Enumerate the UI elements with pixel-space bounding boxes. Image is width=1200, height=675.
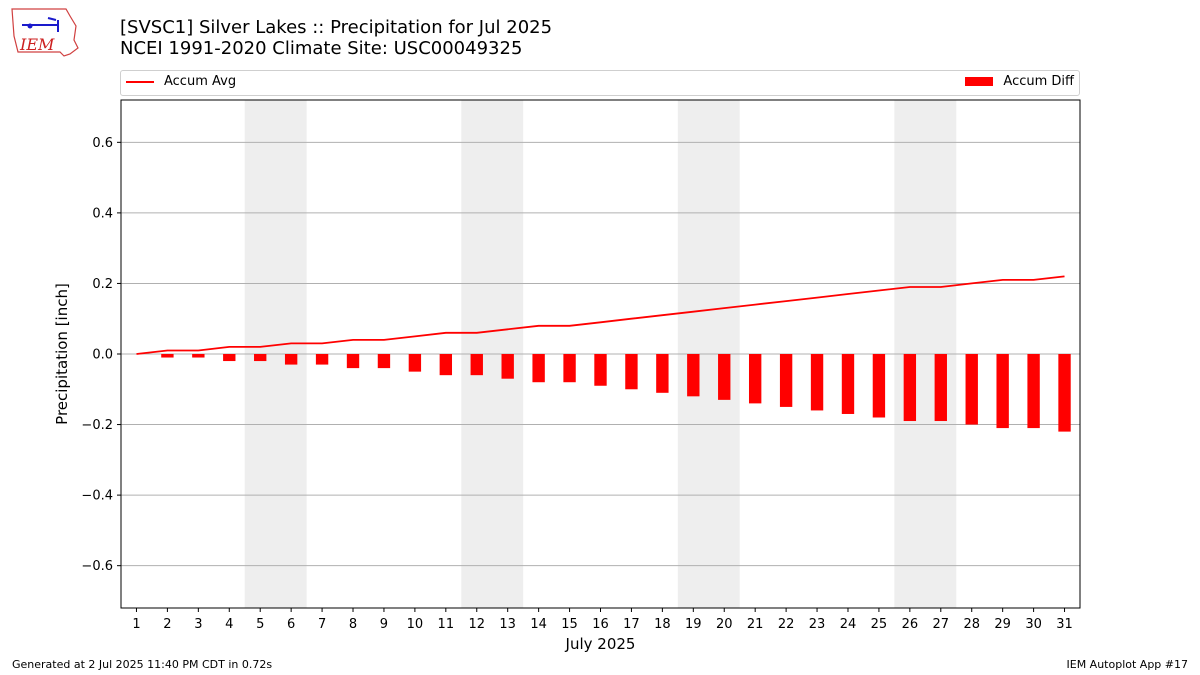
accum-diff-bar [284,354,298,365]
accum-diff-bar [223,354,236,362]
accum-diff-bar [192,354,205,358]
x-tick-label: 11 [438,617,455,632]
accum-diff-bar [1027,354,1040,429]
x-tick-label: 31 [1056,617,1073,632]
accum-diff-bar [346,354,360,369]
iem-logo: IEM [11,8,79,57]
x-tick-label: 15 [561,617,578,632]
accum-diff-bar [439,354,453,376]
legend-item-accum-avg: Accum Avg [126,74,236,89]
x-tick-label: 22 [778,617,795,632]
autoplot-app-id: IEM Autoplot App #17 [1066,658,1189,671]
accum-avg-line [136,275,1065,355]
x-tick-label: 29 [994,617,1011,632]
x-tick-label: 8 [349,617,357,632]
y-tick-label: −0.2 [81,418,113,433]
accum-diff-bar [625,354,638,390]
x-tick-label: 30 [1025,617,1042,632]
x-tick-label: 3 [194,617,202,632]
x-tick-label: 6 [287,617,295,632]
legend: Accum Avg Accum Diff [120,70,1080,96]
legend-item-accum-diff: Accum Diff [965,74,1074,89]
accum-diff-bar [470,354,483,376]
x-tick-label: 17 [623,617,640,632]
chart-title: [SVSC1] Silver Lakes :: Precipitation fo… [120,17,552,59]
weekend-band [677,100,740,608]
y-tick-label: 0.0 [92,348,113,363]
y-tick-label: 0.6 [92,136,113,151]
x-tick-label: 28 [963,617,980,632]
x-tick-label: 16 [592,617,609,632]
y-tick-label: −0.6 [81,559,113,574]
title-line-1: [SVSC1] Silver Lakes :: Precipitation fo… [120,17,553,38]
x-tick-label: 26 [902,617,919,632]
x-tick-label: 27 [933,617,950,632]
accum-diff-bar [748,354,762,404]
x-tick-label: 24 [840,617,857,632]
accum-diff-bar [810,354,824,411]
line-swatch-icon [126,80,154,83]
weekend-band [894,100,957,608]
weekend-band [244,100,307,608]
accum-diff-bar [532,354,545,383]
plot-frame [120,99,1081,609]
x-tick-label: 5 [256,617,264,632]
accum-diff-bar [254,354,267,362]
accum-diff-bar [377,354,391,369]
accum-diff-bar [408,354,422,372]
accum-diff-bar [656,354,669,393]
accum-diff-bar [872,354,886,418]
x-tick-label: 21 [747,617,764,632]
x-tick-label: 9 [380,617,388,632]
bar-swatch-icon [965,77,994,86]
title-line-2: NCEI 1991-2020 Climate Site: USC00049325 [120,38,523,59]
accum-diff-bar [841,354,855,414]
accum-diff-bar [718,354,731,400]
legend-label-accum-avg: Accum Avg [164,74,237,89]
x-tick-label: 13 [499,617,516,632]
accum-diff-bar [779,354,793,407]
x-tick-label: 12 [468,617,485,632]
y-tick-label: 0.4 [92,206,113,221]
accum-diff-bar [996,354,1009,429]
accum-diff-bar [903,354,917,422]
x-tick-label: 18 [654,617,671,632]
x-tick-label: 1 [132,617,140,632]
iowa-state-outline-icon [11,8,79,57]
x-tick-label: 20 [716,617,733,632]
logo-text: IEM [19,35,55,54]
x-tick-label: 23 [809,617,826,632]
x-tick-label: 2 [163,617,171,632]
x-tick-label: 10 [407,617,424,632]
accum-diff-bar [315,354,329,365]
x-tick-label: 25 [871,617,888,632]
x-tick-label: 7 [318,617,326,632]
generated-timestamp: Generated at 2 Jul 2025 11:40 PM CDT in … [12,658,273,671]
accum-diff-bar [594,354,607,386]
x-tick-label: 19 [685,617,702,632]
accum-diff-bar [501,354,514,379]
accum-diff-bar [161,354,174,358]
x-tick-label: 14 [530,617,547,632]
y-axis-label: Precipitation [inch] [53,283,71,425]
legend-label-accum-diff: Accum Diff [1003,74,1074,89]
weekend-band [461,100,524,608]
accum-diff-bar [965,354,978,425]
y-tick-label: −0.4 [81,489,113,504]
accum-diff-bar [687,354,700,397]
x-tick-label: 4 [225,617,233,632]
accum-diff-bar [1058,354,1071,432]
accum-diff-bar [934,354,947,422]
accum-diff-bar [563,354,576,383]
y-tick-label: 0.2 [92,277,113,292]
x-axis-label: July 2025 [565,635,636,653]
